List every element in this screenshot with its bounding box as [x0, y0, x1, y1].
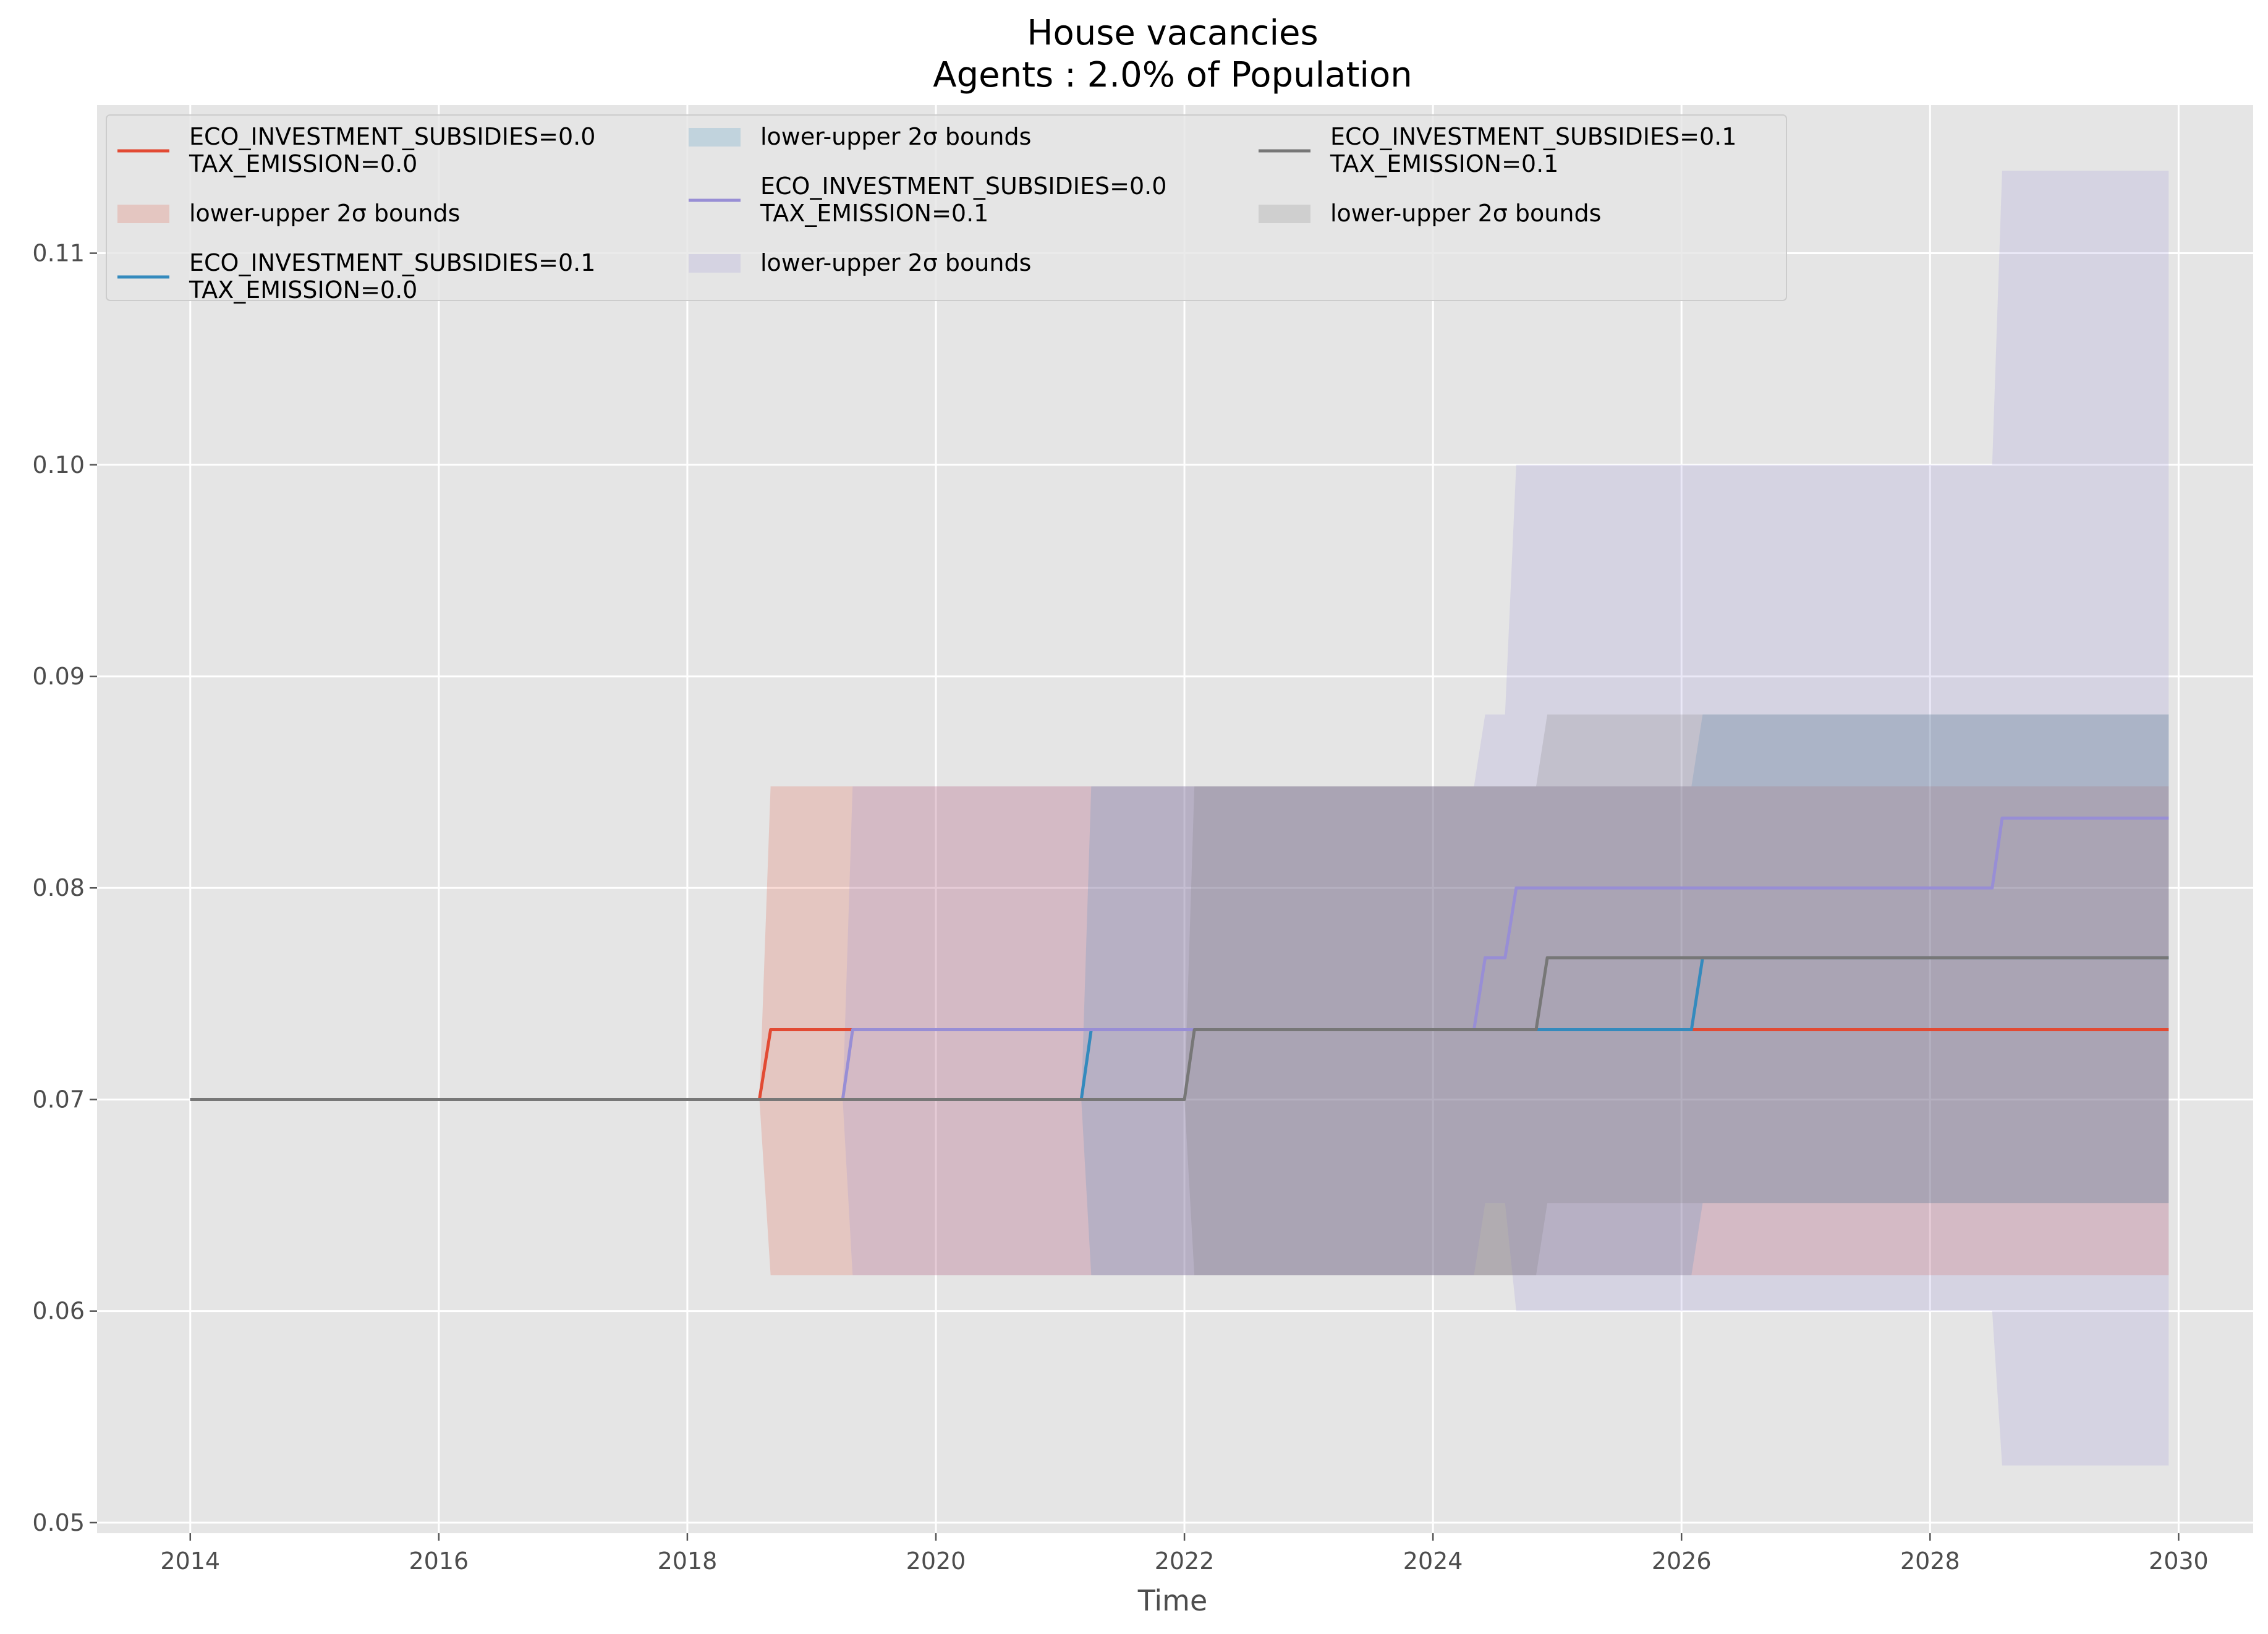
band-series-3: [843, 171, 2169, 1466]
legend-band-swatch-4: [1259, 205, 1310, 223]
chart-subtitle: Agents : 2.0% of Population: [933, 55, 1412, 95]
y-axis: 0.05 0.06 0.07 0.08 0.09 0.10 0.11: [32, 240, 97, 1536]
chart-title: House vacancies: [1027, 13, 1318, 53]
y-tick-label: 0.06: [32, 1298, 85, 1325]
x-tick-label: 2014: [160, 1547, 220, 1575]
x-tick-label: 2022: [1155, 1547, 1215, 1575]
x-tick-label: 2016: [409, 1547, 469, 1575]
y-tick-label: 0.10: [32, 451, 85, 479]
y-tick-label: 0.08: [32, 874, 85, 901]
band-series-4: [1184, 714, 2169, 1275]
legend-label-band-4: lower-upper 2σ bounds: [1330, 200, 1601, 227]
legend-label-band-3: lower-upper 2σ bounds: [760, 249, 1031, 276]
legend-label-line-1: ECO_INVESTMENT_SUBSIDIES=0.0 TAX_EMISSION…: [189, 123, 595, 177]
x-tick-label: 2026: [1652, 1547, 1712, 1575]
legend-band-swatch-2: [689, 128, 741, 147]
x-tick-label: 2030: [2149, 1547, 2209, 1575]
plot-area: [97, 105, 2253, 1533]
x-axis-label: Time: [1137, 1584, 1208, 1617]
legend-label-line-4: ECO_INVESTMENT_SUBSIDIES=0.1 TAX_EMISSION…: [1330, 123, 1736, 177]
legend-label-line-3: ECO_INVESTMENT_SUBSIDIES=0.0 TAX_EMISSION…: [760, 172, 1166, 227]
x-tick-label: 2024: [1403, 1547, 1463, 1575]
y-tick-label: 0.11: [32, 240, 85, 267]
confidence-bands: [759, 171, 2169, 1466]
x-axis: 2014 2016 2018 2020 2022 2024 2026 2028 2030: [160, 1533, 2209, 1575]
legend: ECO_INVESTMENT_SUBSIDIES=0.0 TAX_EMISSION…: [106, 114, 1787, 304]
legend-band-swatch-1: [117, 205, 169, 223]
legend-band-swatch-3: [689, 254, 741, 273]
y-tick-label: 0.09: [32, 663, 85, 690]
y-tick-label: 0.07: [32, 1086, 85, 1113]
x-tick-label: 2020: [906, 1547, 966, 1575]
legend-label-line-2: ECO_INVESTMENT_SUBSIDIES=0.1 TAX_EMISSION…: [189, 249, 595, 304]
line-series-4: [190, 956, 2169, 1101]
legend-frame: [106, 114, 1787, 301]
y-tick-label: 0.05: [32, 1509, 85, 1536]
series-lines: [190, 816, 2169, 1101]
legend-label-band-2: lower-upper 2σ bounds: [760, 123, 1031, 150]
x-tick-label: 2028: [1900, 1547, 1960, 1575]
x-tick-label: 2018: [658, 1547, 718, 1575]
band-series-2: [1081, 714, 2169, 1275]
legend-label-band-1: lower-upper 2σ bounds: [189, 200, 460, 227]
line-series-3: [190, 816, 2169, 1101]
